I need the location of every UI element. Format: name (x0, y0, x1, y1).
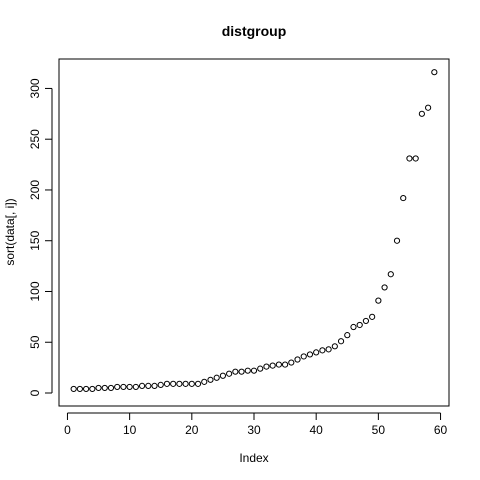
x-tick-label: 20 (185, 423, 199, 437)
data-point (350, 323, 357, 331)
y-axis-label: sort(data[, i]) (3, 198, 17, 265)
chart-title: distgroup (222, 23, 287, 39)
data-point (194, 380, 202, 387)
data-point (356, 321, 363, 329)
data-point (207, 376, 214, 383)
data-point (362, 317, 370, 325)
data-point (83, 385, 90, 393)
data-point (418, 110, 425, 117)
data-point (400, 194, 407, 202)
data-point (176, 380, 183, 387)
x-tick-label: 50 (372, 423, 386, 437)
x-tick-label: 30 (247, 423, 261, 437)
data-point (76, 385, 83, 393)
data-point (393, 237, 401, 244)
data-point (145, 382, 152, 389)
data-point (138, 382, 146, 389)
data-point (95, 384, 102, 392)
data-point (120, 383, 127, 391)
plot-frame (58, 58, 450, 407)
data-point (219, 372, 227, 379)
data-point (238, 368, 245, 375)
x-tick-label: 60 (434, 423, 448, 437)
data-point (213, 374, 220, 381)
data-point (281, 361, 289, 368)
data-point (300, 353, 307, 360)
data-point (431, 69, 438, 76)
data-point (163, 380, 171, 387)
y-tick-label: 250 (28, 129, 42, 149)
data-point (257, 365, 264, 372)
data-point (306, 351, 314, 358)
data-point (412, 155, 419, 162)
data-point (188, 380, 195, 387)
data-point (132, 383, 139, 391)
data-point (387, 271, 394, 278)
data-point (114, 383, 121, 391)
data-point (263, 363, 270, 370)
data-point (89, 385, 96, 393)
data-point (157, 381, 164, 388)
data-point (294, 356, 301, 363)
data-point (126, 383, 133, 391)
data-point (288, 359, 295, 366)
data-point (337, 338, 345, 345)
data-point (101, 384, 108, 392)
data-point (151, 382, 158, 389)
y-tick-label: 300 (28, 78, 42, 98)
data-point (250, 367, 258, 374)
data-points (70, 69, 438, 393)
data-point (325, 346, 332, 353)
x-axis: 0 10 20 30 40 50 60 (64, 412, 448, 437)
data-point (331, 343, 338, 350)
data-point (201, 378, 208, 385)
y-tick-label: 200 (28, 180, 42, 200)
data-point (226, 370, 233, 377)
y-tick-label: 0 (28, 389, 42, 396)
data-point (232, 368, 239, 375)
data-point (182, 380, 189, 387)
y-tick-label: 150 (28, 230, 42, 250)
x-tick-label: 0 (64, 423, 71, 437)
data-point (381, 284, 388, 291)
data-point (406, 155, 413, 162)
y-axis: 0 50 100 150 200 250 300 (28, 78, 53, 396)
data-point (344, 332, 351, 339)
data-point (170, 380, 177, 387)
data-point (269, 362, 276, 369)
data-point (313, 349, 320, 356)
data-point (425, 104, 432, 111)
y-tick-label: 50 (28, 335, 42, 349)
data-point (319, 347, 326, 354)
y-tick-label: 100 (28, 281, 42, 301)
x-tick-label: 10 (123, 423, 137, 437)
x-tick-label: 40 (310, 423, 324, 437)
data-point (375, 297, 382, 304)
data-point (70, 385, 77, 393)
data-point (244, 367, 251, 374)
data-point (369, 313, 376, 320)
data-point (107, 384, 115, 392)
x-axis-label: Index (239, 451, 268, 465)
data-point (275, 361, 282, 368)
